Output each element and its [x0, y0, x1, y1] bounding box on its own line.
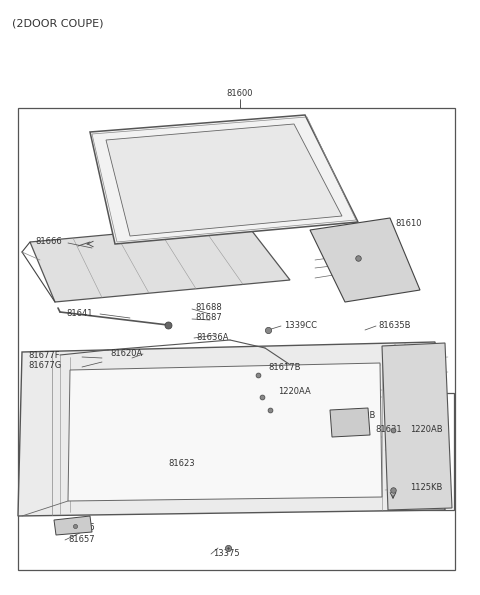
Text: 13375: 13375 — [213, 549, 240, 558]
Text: 1339CC: 1339CC — [284, 321, 317, 330]
Text: 81656: 81656 — [68, 522, 95, 531]
Text: 1220AB: 1220AB — [410, 425, 443, 434]
Text: 81677G: 81677G — [28, 362, 61, 371]
Text: 81617B: 81617B — [268, 364, 300, 372]
Text: 81635B: 81635B — [378, 321, 410, 330]
Text: 81677F: 81677F — [28, 350, 60, 359]
Text: 81622B: 81622B — [343, 411, 375, 419]
Text: 81657: 81657 — [68, 534, 95, 543]
Text: 1220AA: 1220AA — [278, 387, 311, 396]
Polygon shape — [330, 408, 370, 437]
Text: 81687: 81687 — [195, 314, 222, 322]
Polygon shape — [90, 115, 358, 244]
Text: 81666: 81666 — [35, 237, 62, 246]
Bar — [360, 393, 454, 510]
Polygon shape — [310, 218, 420, 302]
Polygon shape — [382, 343, 452, 510]
Polygon shape — [54, 516, 92, 535]
Text: 81613: 81613 — [340, 227, 367, 236]
Text: 81688: 81688 — [195, 302, 222, 312]
Polygon shape — [68, 363, 382, 501]
Text: 81648: 81648 — [372, 237, 398, 246]
Text: 81631: 81631 — [375, 425, 402, 434]
Text: 81610: 81610 — [395, 220, 421, 228]
Text: 1125KB: 1125KB — [410, 483, 443, 491]
Polygon shape — [30, 222, 290, 302]
Text: 81620A: 81620A — [110, 349, 142, 358]
Text: (2DOOR COUPE): (2DOOR COUPE) — [12, 18, 104, 28]
Text: 81636A: 81636A — [196, 333, 228, 342]
Polygon shape — [106, 124, 342, 236]
Text: 81641: 81641 — [66, 308, 93, 318]
Text: 81647: 81647 — [372, 249, 398, 258]
Text: 81623: 81623 — [168, 459, 194, 468]
Bar — [18, 108, 455, 570]
Text: 81600: 81600 — [227, 89, 253, 98]
Polygon shape — [18, 342, 445, 516]
